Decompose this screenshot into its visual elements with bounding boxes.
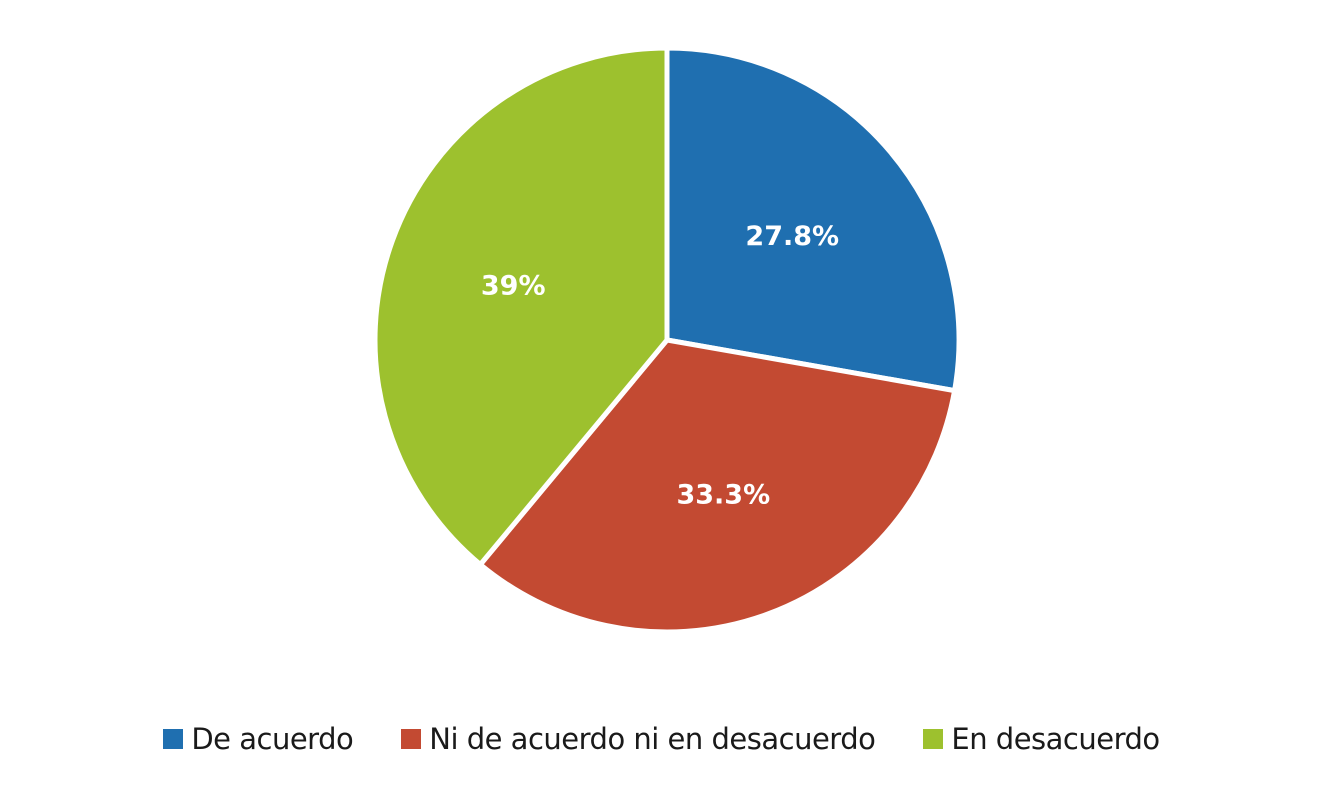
legend-swatch-blue (163, 729, 184, 749)
pie-slice-2 (477, 337, 958, 635)
legend-item-en-desacuerdo: En desacuerdo (923, 722, 1160, 756)
legend-label: En desacuerdo (951, 722, 1160, 756)
legend: De acuerdo Ni de acuerdo ni en desacuerd… (0, 722, 1323, 756)
slice-data-label: 33.3% (676, 480, 770, 511)
slice-data-label: 39% (481, 270, 546, 301)
pie-slice-1 (664, 45, 962, 394)
legend-label: Ni de acuerdo ni en desacuerdo (429, 722, 876, 756)
legend-label: De acuerdo (191, 722, 354, 756)
legend-item-neutral: Ni de acuerdo ni en desacuerdo (401, 722, 876, 756)
legend-swatch-red (401, 729, 422, 749)
slice-data-label: 27.8% (745, 221, 839, 252)
pie-slice-3 (372, 45, 670, 568)
legend-item-de-acuerdo: De acuerdo (163, 722, 354, 756)
legend-swatch-green (923, 729, 944, 749)
